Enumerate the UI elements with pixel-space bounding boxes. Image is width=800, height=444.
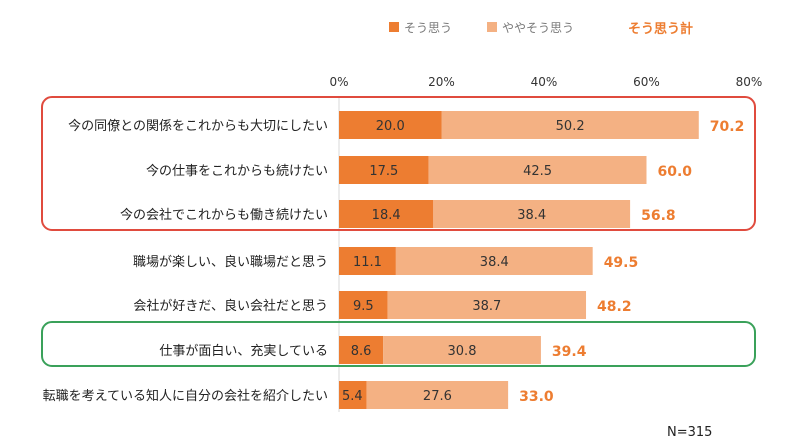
x-tick-label: 60%: [633, 75, 660, 89]
category-label: 職場が楽しい、良い職場だと思う: [133, 254, 328, 270]
bar-somewhat-agree: [433, 200, 631, 228]
data-label-total: 49.5: [604, 255, 639, 271]
bar-strongly-agree: [339, 291, 388, 319]
bar-somewhat-agree: [441, 111, 699, 139]
bar-somewhat-agree: [366, 381, 509, 409]
data-label-strongly-agree: 8.6: [351, 344, 372, 359]
category-label: 今の会社でこれからも働き続けたい: [120, 207, 328, 223]
data-label-strongly-agree: 18.4: [372, 208, 401, 223]
bar-strongly-agree: [339, 381, 367, 409]
highlight-box-1: [41, 96, 756, 231]
category-label: 仕事が面白い、充実している: [159, 343, 328, 359]
data-label-total: 56.8: [641, 208, 676, 224]
data-label-somewhat-agree: 38.4: [517, 208, 546, 223]
highlight-boxes: [41, 96, 756, 367]
data-label-somewhat-agree: 30.8: [448, 344, 477, 359]
sample-size-note: N=315: [667, 425, 712, 440]
category-label: 今の仕事をこれからも続けたい: [146, 163, 328, 179]
data-label-somewhat-agree: 42.5: [523, 164, 552, 179]
data-label-total: 33.0: [519, 389, 554, 405]
bar-rows: 今の同僚との関係をこれからも大切にしたい 20.0 50.2 70.2 今の仕事をこれか…: [43, 111, 745, 409]
data-label-somewhat-agree: 50.2: [556, 119, 585, 134]
legend: そう思う ややそう思う そう思う計: [389, 21, 693, 37]
bar-somewhat-agree: [383, 336, 541, 364]
category-label: 会社が好きだ、良い会社だと思う: [133, 298, 328, 314]
x-tick-label: 80%: [736, 75, 763, 89]
bar-somewhat-agree: [387, 291, 587, 319]
data-label-total: 70.2: [710, 119, 745, 135]
category-label: 今の同僚との関係をこれからも大切にしたい: [68, 118, 328, 134]
data-label-total: 60.0: [658, 164, 693, 180]
legend-label-somewhat-agree: ややそう思う: [502, 21, 574, 35]
legend-label-strongly-agree: そう思う: [404, 21, 452, 35]
legend-swatch-somewhat-agree: [487, 22, 497, 32]
x-tick-label: 0%: [329, 75, 348, 89]
bar-strongly-agree: [339, 336, 384, 364]
bar-somewhat-agree: [428, 156, 647, 184]
highlight-box-2: [41, 321, 756, 367]
data-label-strongly-agree: 5.4: [342, 389, 363, 404]
data-label-strongly-agree: 11.1: [353, 255, 382, 270]
data-label-somewhat-agree: 38.7: [472, 299, 501, 314]
x-tick-label: 20%: [428, 75, 455, 89]
bar-somewhat-agree: [395, 247, 593, 275]
bar-strongly-agree: [339, 200, 434, 228]
legend-swatch-strongly-agree: [389, 22, 399, 32]
data-label-total: 39.4: [552, 344, 587, 360]
data-label-total: 48.2: [597, 299, 632, 315]
category-label: 転職を考えている知人に自分の会社を紹介したい: [43, 388, 328, 404]
data-label-strongly-agree: 9.5: [353, 299, 374, 314]
legend-label-total: そう思う計: [628, 21, 693, 37]
bar-strongly-agree: [339, 156, 429, 184]
x-tick-label: 40%: [531, 75, 558, 89]
data-label-strongly-agree: 17.5: [369, 164, 398, 179]
data-label-somewhat-agree: 27.6: [423, 389, 452, 404]
bar-strongly-agree: [339, 247, 396, 275]
data-label-strongly-agree: 20.0: [376, 119, 405, 134]
bar-strongly-agree: [339, 111, 442, 139]
data-label-somewhat-agree: 38.4: [480, 255, 509, 270]
